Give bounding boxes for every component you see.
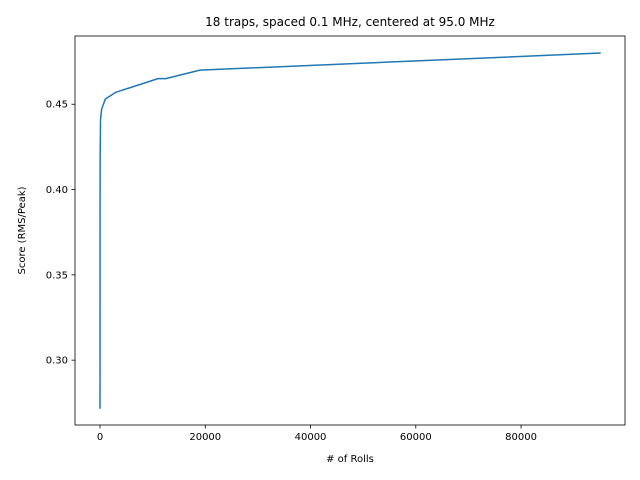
- y-axis-label: Score (RMS/Peak): [17, 186, 28, 274]
- plot-frame: [74, 35, 626, 426]
- y-tick-label: 0.35: [46, 270, 68, 281]
- y-tick-label: 0.40: [46, 185, 68, 196]
- plot-area: [75, 36, 625, 425]
- chart-title: 18 traps, spaced 0.1 MHz, centered at 95…: [205, 15, 495, 29]
- y-tick-label: 0.45: [46, 100, 68, 111]
- series-line: [99, 52, 601, 409]
- x-tick-label: 80000: [505, 432, 537, 443]
- x-tick-label: 40000: [295, 432, 327, 443]
- x-tick-label: 60000: [400, 432, 432, 443]
- x-axis-label: # of Rolls: [326, 454, 374, 465]
- x-tick-label: 0: [97, 432, 103, 443]
- plot-layer: [99, 52, 601, 409]
- ticks-layer: 0 20000 40000 60000 80000 0.30 0.35 0.40 0.45: [46, 100, 537, 443]
- x-tick-label: 20000: [189, 432, 221, 443]
- y-tick-label: 0.30: [46, 356, 68, 367]
